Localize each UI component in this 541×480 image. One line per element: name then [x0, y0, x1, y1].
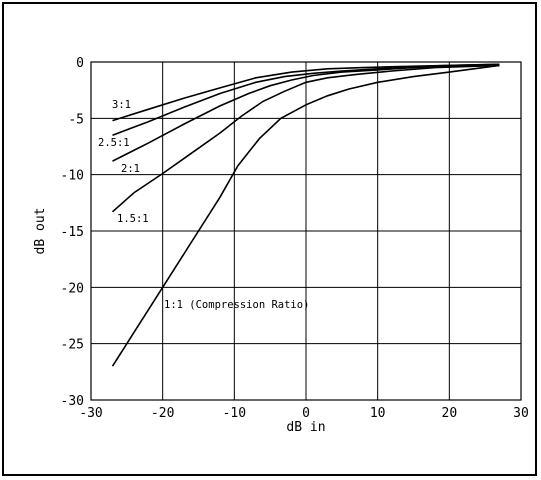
- series-line-4: [112, 63, 500, 122]
- series-line-2: [112, 64, 500, 162]
- series-label-4: 3:1: [112, 99, 131, 111]
- x-tick-label: 0: [302, 406, 310, 421]
- y-tick-label: -30: [61, 394, 84, 409]
- x-tick-label: 10: [370, 406, 386, 421]
- x-tick-label: -30: [79, 406, 102, 421]
- curves: [111, 63, 500, 367]
- series-line-0: [111, 64, 500, 367]
- y-tick-label: -10: [61, 169, 84, 184]
- y-tick-label: -25: [61, 338, 84, 353]
- series-label-0: 1:1 (Compression Ratio): [164, 299, 309, 311]
- x-tick-label: 30: [513, 406, 529, 421]
- x-tick-label: -20: [151, 406, 174, 421]
- y-axis-label: dB out: [33, 208, 48, 255]
- series-label-1: 1.5:1: [117, 213, 149, 225]
- curve-labels: 1:1 (Compression Ratio) 1.5:1 2:1 2.5:1 3:1: [98, 99, 309, 311]
- tick-labels: -30 -20 -10 0 10 20 30 0 -5 -10 -15 -20 -25 -30: [61, 56, 529, 421]
- y-tick-label: -15: [61, 225, 84, 240]
- y-tick-label: 0: [76, 56, 84, 71]
- x-tick-label: 20: [442, 406, 458, 421]
- x-tick-label: -10: [223, 406, 246, 421]
- series-label-2: 2:1: [121, 163, 140, 175]
- series-label-3: 2.5:1: [98, 137, 130, 149]
- y-tick-label: -5: [68, 112, 84, 127]
- series-line-1: [111, 64, 500, 213]
- x-axis-label: dB in: [286, 420, 325, 435]
- grid: [90, 61, 522, 401]
- y-tick-label: -20: [61, 281, 84, 296]
